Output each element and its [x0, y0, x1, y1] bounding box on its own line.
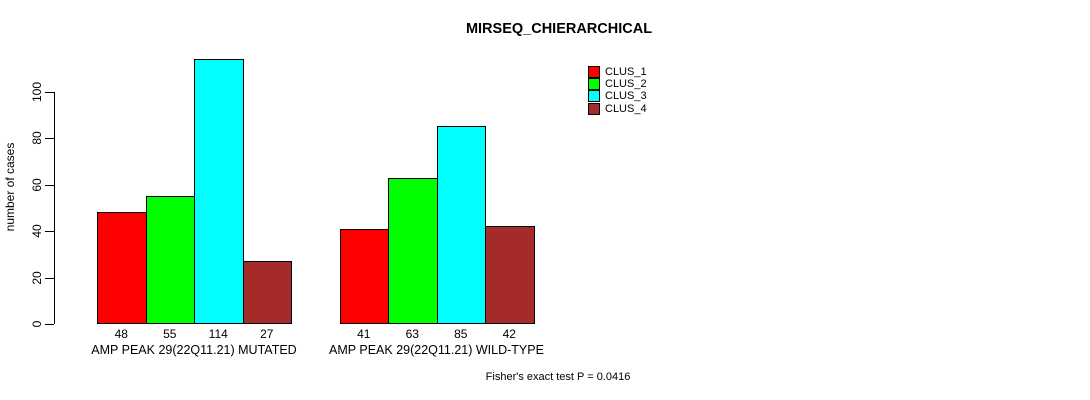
bar-clus_3-group2: [436, 126, 486, 324]
bar-value-label: 85: [454, 327, 468, 341]
y-tick-mark: [45, 184, 54, 186]
legend-swatch-icon: [588, 66, 600, 78]
y-axis-label: number of cases: [3, 142, 17, 232]
legend-item-clus_4: CLUS_4: [588, 102, 647, 115]
bar-clus_4-group2: [485, 226, 535, 324]
bar-clus_3-group1: [194, 58, 244, 324]
y-tick-label: 60: [30, 177, 44, 192]
fisher-test-footnote: Fisher's exact test P = 0.0416: [485, 371, 631, 383]
y-tick-mark: [45, 138, 54, 139]
legend-label: CLUS_1: [605, 66, 647, 78]
legend-label: CLUS_3: [605, 90, 647, 103]
legend-label: CLUS_2: [605, 78, 647, 91]
y-tick-label: 80: [30, 131, 44, 145]
legend-item-clus_2: CLUS_2: [588, 78, 647, 91]
y-tick-mark: [45, 91, 54, 93]
y-tick-mark: [45, 231, 54, 232]
bar-value-label: 114: [208, 327, 228, 341]
bar-clus_2-group1: [145, 196, 195, 324]
y-tick-mark: [45, 277, 54, 279]
x-category-label: AMP PEAK 29(22Q11.21) WILD-TYPE: [329, 343, 544, 357]
y-tick-label: 0: [30, 320, 44, 328]
legend-item-clus_3: CLUS_3: [588, 90, 647, 103]
bar-value-label: 55: [163, 327, 177, 341]
bar-value-label: 41: [357, 327, 371, 341]
chart-title: MIRSEQ_CHIERARCHICAL: [465, 21, 653, 37]
legend-item-clus_1: CLUS_1: [588, 66, 647, 78]
legend-swatch-icon: [588, 78, 600, 91]
y-tick-label: 100: [30, 81, 44, 102]
bar-clus_1-group2: [339, 228, 389, 324]
bar-clus_2-group2: [388, 177, 438, 324]
legend-swatch-icon: [588, 102, 600, 115]
bar-clus_1-group1: [97, 212, 147, 324]
legend-label: CLUS_4: [605, 102, 647, 115]
y-axis-line: [54, 91, 55, 324]
x-category-label: AMP PEAK 29(22Q11.21) MUTATED: [91, 343, 297, 357]
bar-value-label: 63: [405, 327, 419, 341]
y-tick-label: 40: [30, 224, 44, 238]
y-tick-mark: [45, 324, 54, 325]
y-tick-label: 20: [30, 270, 44, 285]
bar-value-label: 42: [502, 327, 516, 341]
legend-swatch-icon: [588, 90, 600, 103]
bar-value-label: 48: [114, 327, 128, 341]
bar-clus_4-group1: [242, 261, 292, 324]
bar-value-label: 27: [260, 327, 274, 341]
